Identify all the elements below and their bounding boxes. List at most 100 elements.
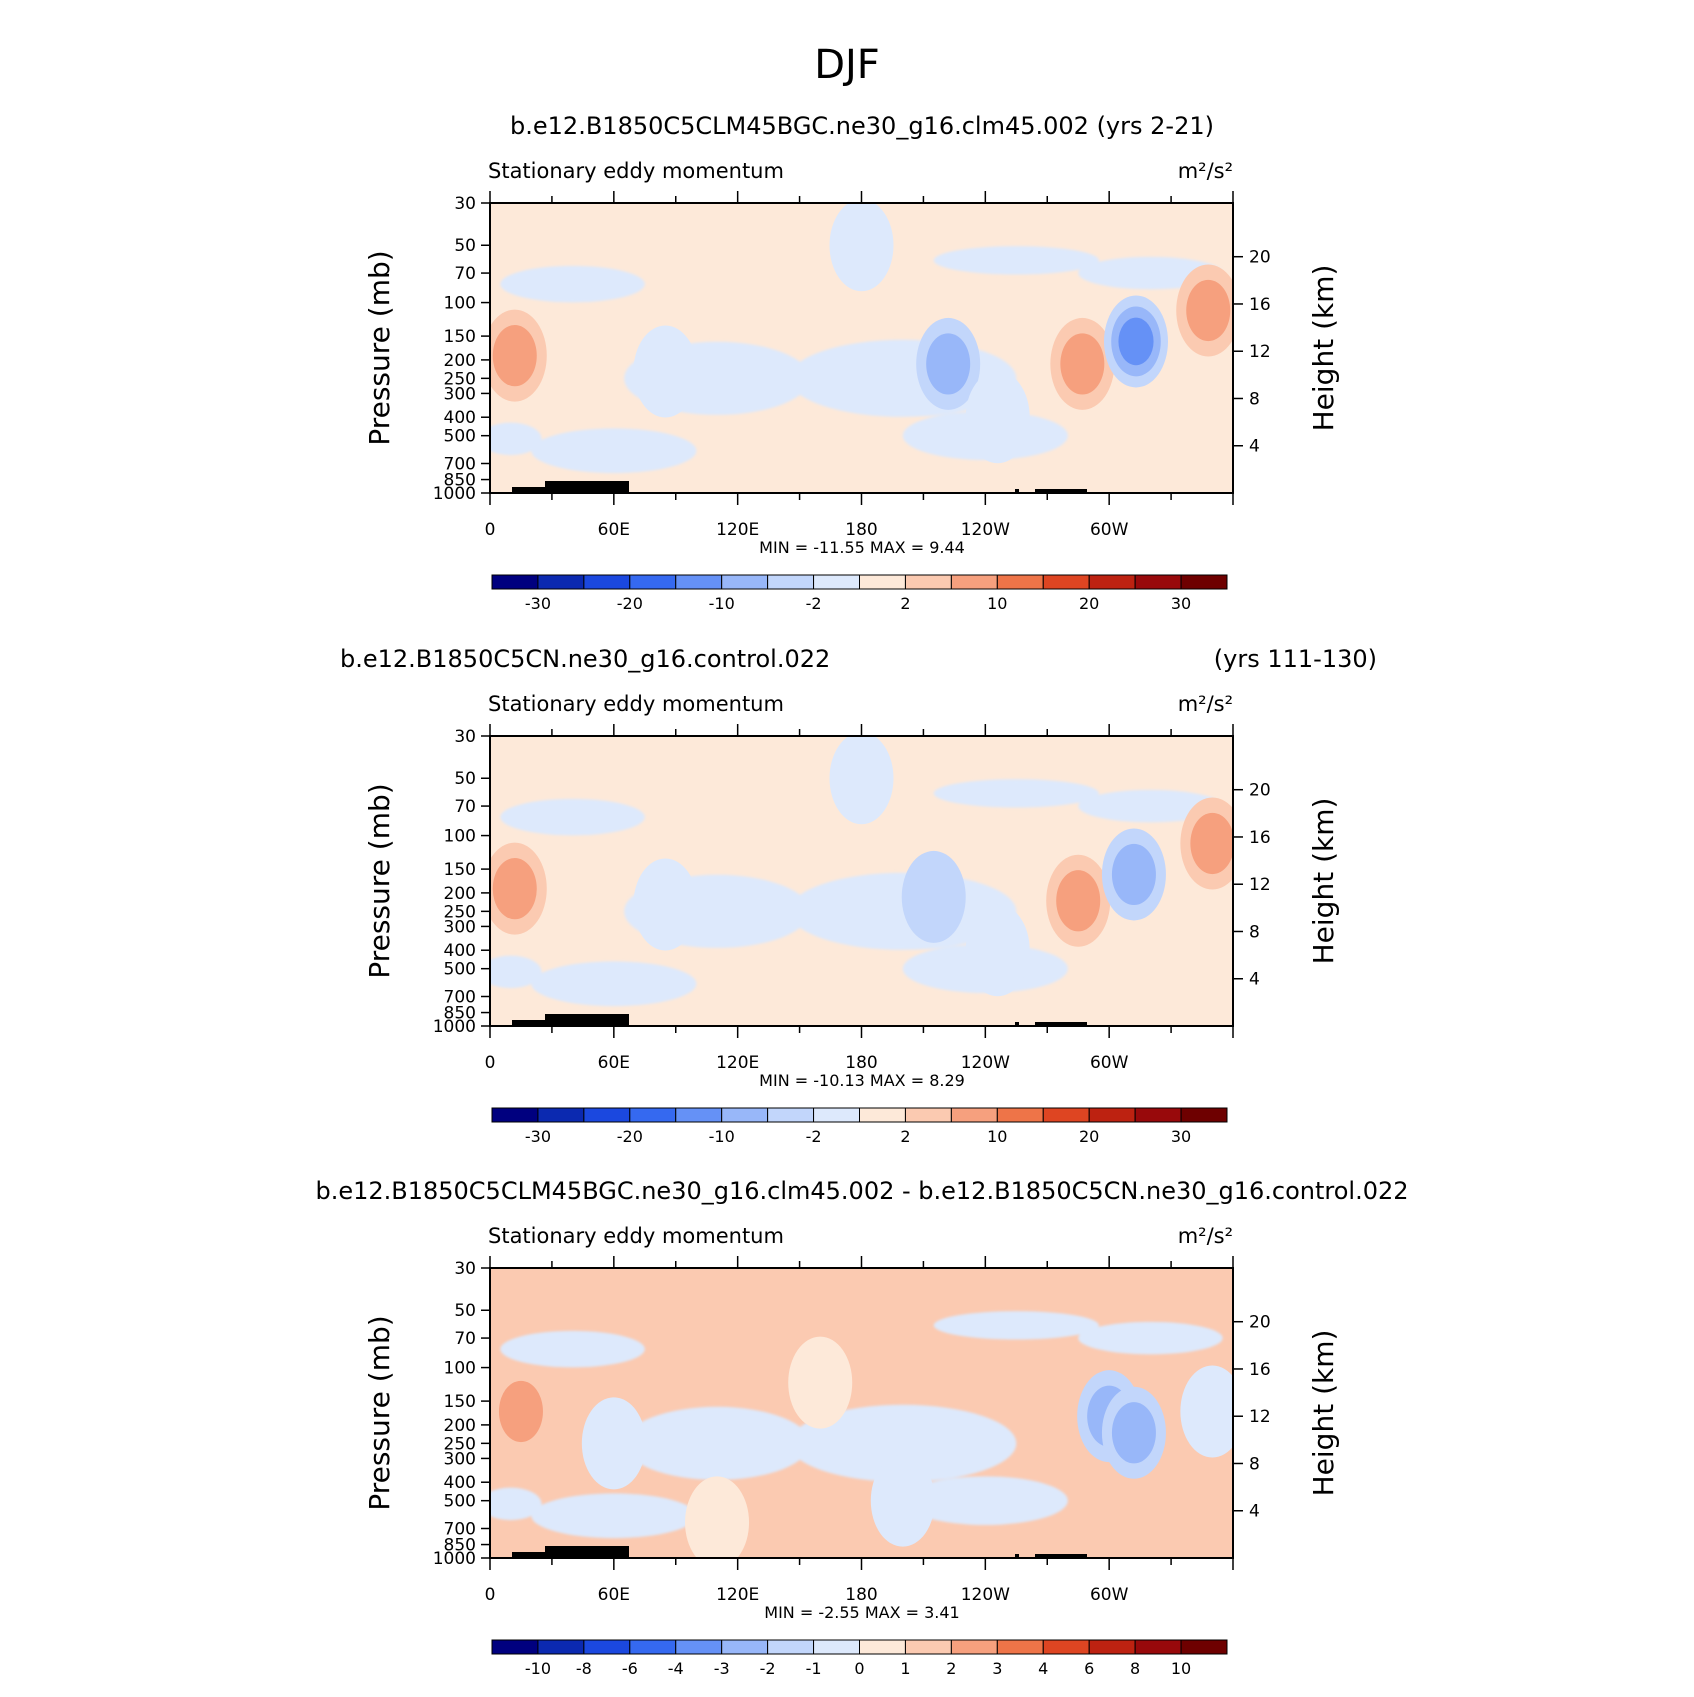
panel-1: b.e12.B1850C5CLM45BGC.ne30_g16.clm45.002…	[363, 112, 1340, 613]
colorbar-swatch	[813, 1107, 860, 1123]
colorbar: -30 -20 -10 -2 2 10 20 30	[491, 574, 1228, 613]
contour-feature	[1180, 1365, 1233, 1458]
colorbar-label: 4	[1038, 1659, 1048, 1678]
contour-region-negative	[933, 246, 1099, 275]
colorbar-swatch	[1134, 574, 1182, 590]
y-tick-label: 700	[444, 455, 476, 475]
y2-tick-label: 16	[1249, 295, 1271, 315]
contour-feature	[492, 325, 537, 387]
colorbar-swatch	[1088, 1107, 1136, 1123]
y-tick-label: 400	[444, 1473, 476, 1493]
colorbar-label: -1	[806, 1659, 822, 1678]
y-tick-label: 500	[444, 427, 476, 447]
colorbar-swatch	[675, 1639, 723, 1655]
contour-field	[490, 203, 1233, 493]
y2-axis-title: Height (km)	[1307, 798, 1340, 965]
y2-tick-label: 4	[1249, 970, 1260, 990]
colorbar: -10 -8 -6 -4 -3 -2 -1 0 1 2 3 4 6 8 10	[491, 1639, 1228, 1678]
colorbar: -30 -20 -10 -2 2 10 20 30	[491, 1107, 1228, 1146]
contour-feature	[767, 950, 832, 1026]
topography	[512, 487, 560, 493]
contour-region-negative	[490, 1487, 542, 1521]
contour-feature	[1060, 333, 1105, 395]
contour-feature	[685, 1476, 750, 1558]
y2-tick-label: 20	[1249, 1313, 1271, 1333]
colorbar-swatch	[583, 1107, 631, 1123]
panel-title-years: (yrs 111-130)	[1214, 645, 1377, 673]
y-tick-label: 30	[454, 1259, 476, 1279]
y-tick-label: 400	[444, 408, 476, 428]
topography	[512, 1020, 560, 1026]
colorbar-swatch	[721, 574, 769, 590]
x-tick-label: 120E	[716, 1053, 759, 1073]
y-tick-label: 100	[444, 827, 476, 847]
colorbar-label: -3	[714, 1659, 730, 1678]
colorbar-label: 20	[1079, 594, 1099, 613]
contour-feature	[581, 1397, 646, 1490]
y2-tick-label: 12	[1249, 1407, 1271, 1427]
colorbar-label: 30	[1171, 1127, 1191, 1146]
y-tick-label: 500	[444, 960, 476, 980]
colorbar-swatch	[629, 1107, 677, 1123]
y-tick-label: 850	[444, 1536, 476, 1556]
x-tick-label: 60E	[598, 520, 630, 540]
y-tick-label: 70	[454, 264, 476, 284]
topography	[1015, 489, 1019, 493]
contour-region-negative	[500, 1330, 645, 1368]
contour-feature	[767, 417, 832, 493]
contour-region-negative	[490, 422, 542, 456]
colorbar-swatch	[721, 1107, 769, 1123]
x-tick-label: 180	[845, 520, 877, 540]
colorbar-swatch	[675, 574, 723, 590]
y2-tick-label: 16	[1249, 1360, 1271, 1380]
contour-feature	[829, 203, 894, 292]
y2-axis: 4 8 12 16 20 Height (km)	[1233, 248, 1340, 457]
y-tick-label: 300	[444, 384, 476, 404]
contour-region-negative	[624, 1406, 810, 1480]
contour-region-negative	[531, 1493, 697, 1539]
page-title: DJF	[814, 42, 880, 88]
colorbar-label: -2	[806, 594, 822, 613]
colorbar-swatch	[583, 574, 631, 590]
y2-tick-label: 8	[1249, 389, 1260, 409]
y-tick-label: 700	[444, 988, 476, 1008]
contour-region-negative	[531, 961, 697, 1007]
y2-tick-label: 12	[1249, 875, 1271, 895]
y-tick-label: 300	[444, 917, 476, 937]
colorbar-swatch	[675, 1107, 723, 1123]
x-tick-label: 120E	[716, 520, 759, 540]
x-tick-label: 180	[845, 1585, 877, 1605]
colorbar-label: -20	[617, 1127, 643, 1146]
colorbar-label: -10	[709, 594, 735, 613]
contour-feature	[870, 1454, 935, 1547]
colorbar-swatch	[904, 1639, 952, 1655]
contour-feature	[1118, 317, 1154, 366]
panel-title: b.e12.B1850C5CN.ne30_g16.control.022	[340, 645, 830, 673]
y-tick-label: 200	[444, 1416, 476, 1436]
x-tick-label: 0	[485, 520, 496, 540]
topography	[1035, 489, 1087, 493]
variable-label: Stationary eddy momentum	[488, 692, 784, 716]
colorbar-label: -30	[525, 594, 551, 613]
contour-region-negative	[490, 955, 542, 989]
contour-feature	[705, 747, 770, 840]
y-tick-label: 200	[444, 884, 476, 904]
contour-feature	[965, 371, 1030, 464]
y-axis-title: Pressure (mb)	[363, 250, 396, 445]
panel-title: b.e12.B1850C5CLM45BGC.ne30_g16.clm45.002…	[315, 1177, 1408, 1205]
colorbar-label: -2	[760, 1659, 776, 1678]
x-tick-label: 60W	[1090, 520, 1129, 540]
y-tick-label: 100	[444, 1359, 476, 1379]
x-tick-label: 60W	[1090, 1585, 1129, 1605]
colorbar-swatch	[1042, 1107, 1090, 1123]
colorbar-swatch	[491, 574, 539, 590]
y-tick-label: 200	[444, 351, 476, 371]
y2-axis-title: Height (km)	[1307, 1330, 1340, 1497]
y2-axis: 4 8 12 16 20 Height (km)	[1233, 1313, 1340, 1522]
colorbar-swatch	[767, 1107, 815, 1123]
contour-region-negative	[1078, 1321, 1223, 1355]
contour-feature	[1111, 1402, 1156, 1464]
colorbar-label: 10	[987, 1127, 1007, 1146]
contour-feature	[1111, 843, 1156, 906]
